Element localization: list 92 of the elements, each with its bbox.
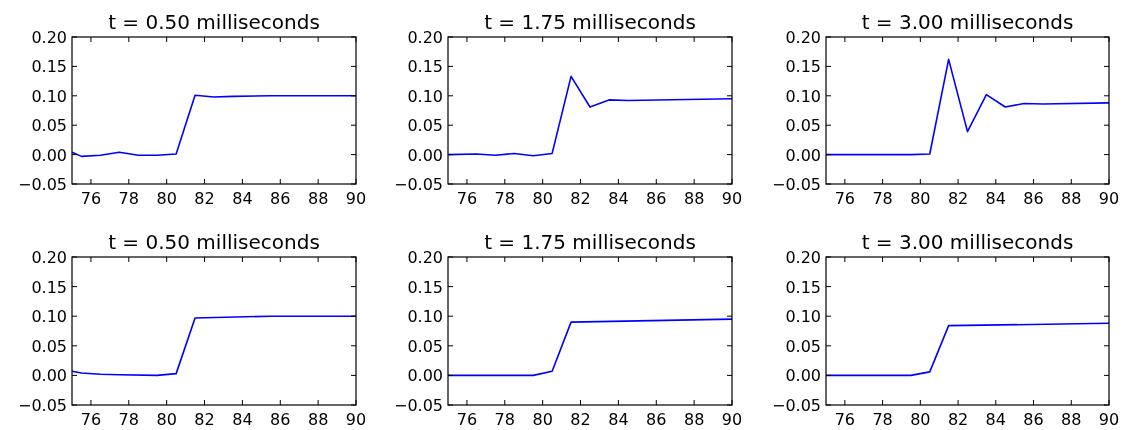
x-tick-label: 90 — [345, 189, 367, 208]
x-tick-label: 84 — [232, 189, 253, 208]
y-tick-label: 0.10 — [407, 86, 443, 106]
y-tick-label: −0.05 — [393, 175, 443, 194]
x-tick-label: 76 — [456, 410, 478, 429]
x-tick-label: 86 — [270, 189, 291, 208]
y-tick-label: 0.20 — [785, 28, 821, 47]
x-tick-label: 78 — [494, 410, 515, 429]
y-tick-label: 0.00 — [407, 145, 443, 165]
y-tick-label: 0.10 — [31, 86, 67, 106]
x-tick-label: 80 — [532, 189, 553, 208]
x-tick-label: 80 — [910, 410, 931, 429]
y-tick-label: 0.05 — [407, 116, 443, 136]
chart-title: t = 0.50 milliseconds — [108, 10, 320, 34]
y-tick-label: 0.20 — [31, 248, 67, 267]
y-tick-label: 0.00 — [31, 366, 67, 386]
chart-title: t = 1.75 milliseconds — [484, 230, 696, 254]
y-tick-label: 0.00 — [31, 145, 67, 165]
x-tick-label: 90 — [345, 410, 367, 429]
x-tick-label: 82 — [570, 410, 591, 429]
x-tick-label: 90 — [1098, 189, 1120, 208]
x-tick-label: 88 — [1061, 410, 1082, 429]
x-tick-label: 86 — [270, 410, 291, 429]
y-tick-label: −0.05 — [393, 396, 443, 415]
y-tick-label: 0.20 — [407, 28, 443, 47]
x-tick-label: 80 — [156, 410, 177, 429]
x-tick-label: 86 — [646, 189, 667, 208]
x-tick-label: 78 — [118, 189, 139, 208]
x-tick-label: 88 — [1061, 189, 1082, 208]
y-tick-label: 0.15 — [407, 277, 443, 297]
x-tick-label: 88 — [307, 410, 329, 429]
x-tick-label: 76 — [834, 410, 856, 429]
y-tick-label: 0.15 — [407, 57, 443, 77]
x-tick-label: 82 — [570, 189, 591, 208]
y-tick-label: −0.05 — [771, 396, 821, 415]
x-tick-label: 90 — [721, 189, 743, 208]
y-tick-label: 0.05 — [31, 116, 67, 136]
x-tick-label: 86 — [646, 410, 667, 429]
y-tick-label: 0.15 — [31, 277, 67, 297]
x-tick-label: 78 — [872, 410, 893, 429]
y-tick-label: 0.05 — [31, 336, 67, 356]
x-tick-label: 78 — [872, 189, 893, 208]
x-tick-label: 82 — [194, 410, 215, 429]
x-tick-label: 82 — [194, 189, 215, 208]
chart-title: t = 0.50 milliseconds — [108, 230, 320, 254]
y-tick-label: −0.05 — [771, 175, 821, 194]
y-tick-label: 0.15 — [785, 277, 821, 297]
x-tick-label: 86 — [1023, 189, 1044, 208]
x-tick-label: 82 — [947, 410, 969, 429]
x-tick-label: 90 — [1098, 410, 1120, 429]
y-tick-label: 0.10 — [785, 86, 821, 106]
y-tick-label: 0.00 — [785, 366, 821, 386]
x-tick-label: 84 — [232, 410, 253, 429]
line-series — [71, 94, 357, 158]
y-tick-label: −0.05 — [17, 396, 67, 415]
y-tick-label: 0.00 — [407, 366, 443, 386]
x-tick-label: 76 — [834, 189, 856, 208]
y-tick-label: 0.20 — [31, 28, 67, 47]
y-tick-label: 0.05 — [785, 336, 821, 356]
y-tick-label: 0.10 — [785, 307, 821, 327]
chart-title: t = 3.00 milliseconds — [861, 10, 1074, 34]
x-tick-label: 84 — [985, 410, 1006, 429]
y-tick-label: 0.20 — [407, 248, 443, 267]
x-tick-label: 76 — [80, 410, 102, 429]
x-tick-label: 86 — [1023, 410, 1044, 429]
line-series — [71, 315, 357, 377]
y-tick-label: 0.15 — [31, 57, 67, 77]
x-tick-label: 84 — [608, 410, 629, 429]
x-tick-label: 76 — [80, 189, 102, 208]
x-tick-label: 80 — [910, 189, 931, 208]
x-tick-label: 84 — [608, 189, 629, 208]
x-tick-label: 90 — [721, 410, 743, 429]
x-tick-label: 82 — [947, 189, 969, 208]
x-tick-label: 88 — [683, 410, 705, 429]
x-tick-label: 78 — [494, 189, 515, 208]
x-tick-label: 88 — [307, 189, 329, 208]
x-tick-label: 84 — [985, 189, 1006, 208]
x-tick-label: 78 — [118, 410, 139, 429]
y-tick-label: 0.10 — [31, 307, 67, 327]
chart-title: t = 3.00 milliseconds — [861, 230, 1074, 254]
x-tick-label: 80 — [532, 410, 553, 429]
x-tick-label: 88 — [683, 189, 705, 208]
y-tick-label: −0.05 — [17, 175, 67, 194]
y-tick-label: 0.00 — [785, 145, 821, 165]
y-tick-label: 0.20 — [785, 248, 821, 267]
x-tick-label: 76 — [456, 189, 478, 208]
x-tick-label: 80 — [156, 189, 177, 208]
y-tick-label: 0.10 — [407, 307, 443, 327]
y-tick-label: 0.05 — [785, 116, 821, 136]
chart-title: t = 1.75 milliseconds — [484, 10, 696, 34]
y-tick-label: 0.05 — [407, 336, 443, 356]
y-tick-label: 0.15 — [785, 57, 821, 77]
